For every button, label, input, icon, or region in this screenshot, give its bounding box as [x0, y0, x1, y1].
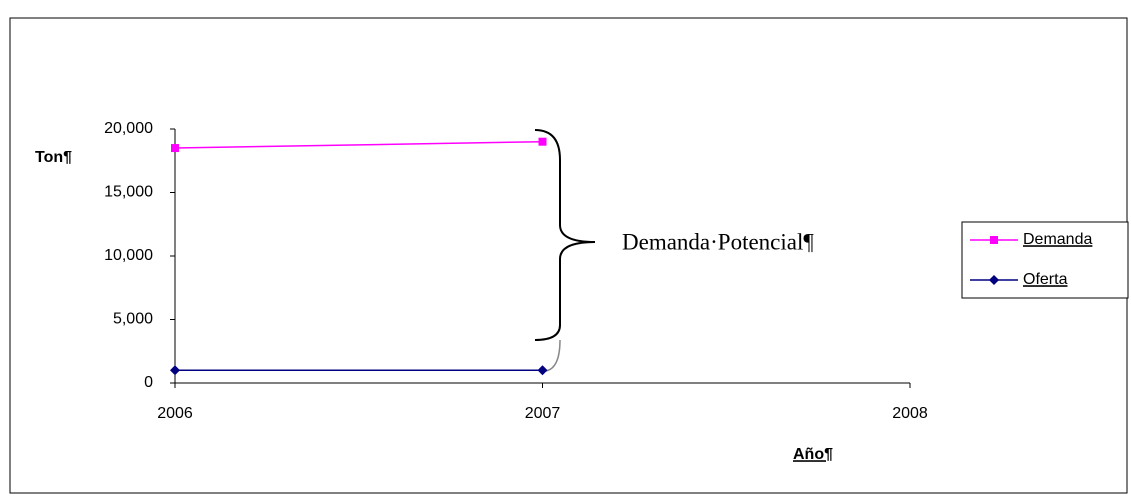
legend-label: Demanda — [1023, 231, 1092, 248]
y-tick-label: 10,000 — [104, 247, 153, 264]
series-line — [174, 140, 543, 149]
marker — [170, 365, 180, 376]
x-axis-label: Año¶ — [793, 446, 833, 463]
marker — [537, 365, 548, 376]
y-tick-label: 0 — [144, 374, 153, 391]
chart-frame — [9, 17, 1128, 494]
legend-marker — [989, 275, 999, 285]
x-tick-label: 2006 — [157, 405, 193, 422]
legend-label: Oferta — [1023, 271, 1068, 288]
x-tick-label: 2007 — [525, 405, 561, 422]
annotation: Demanda·Potencial¶ — [622, 229, 814, 254]
y-axis-label: Ton¶ — [35, 149, 72, 166]
brace — [534, 129, 596, 341]
connector — [545, 339, 561, 372]
x-tick-label: 2008 — [892, 405, 928, 422]
y-tick-label: 15,000 — [104, 184, 153, 201]
marker — [538, 137, 547, 146]
y-tick-label: 5,000 — [113, 311, 153, 328]
legend — [961, 221, 1129, 299]
legend-marker — [990, 236, 998, 244]
marker — [171, 144, 179, 153]
y-tick-label: 20,000 — [104, 120, 153, 137]
